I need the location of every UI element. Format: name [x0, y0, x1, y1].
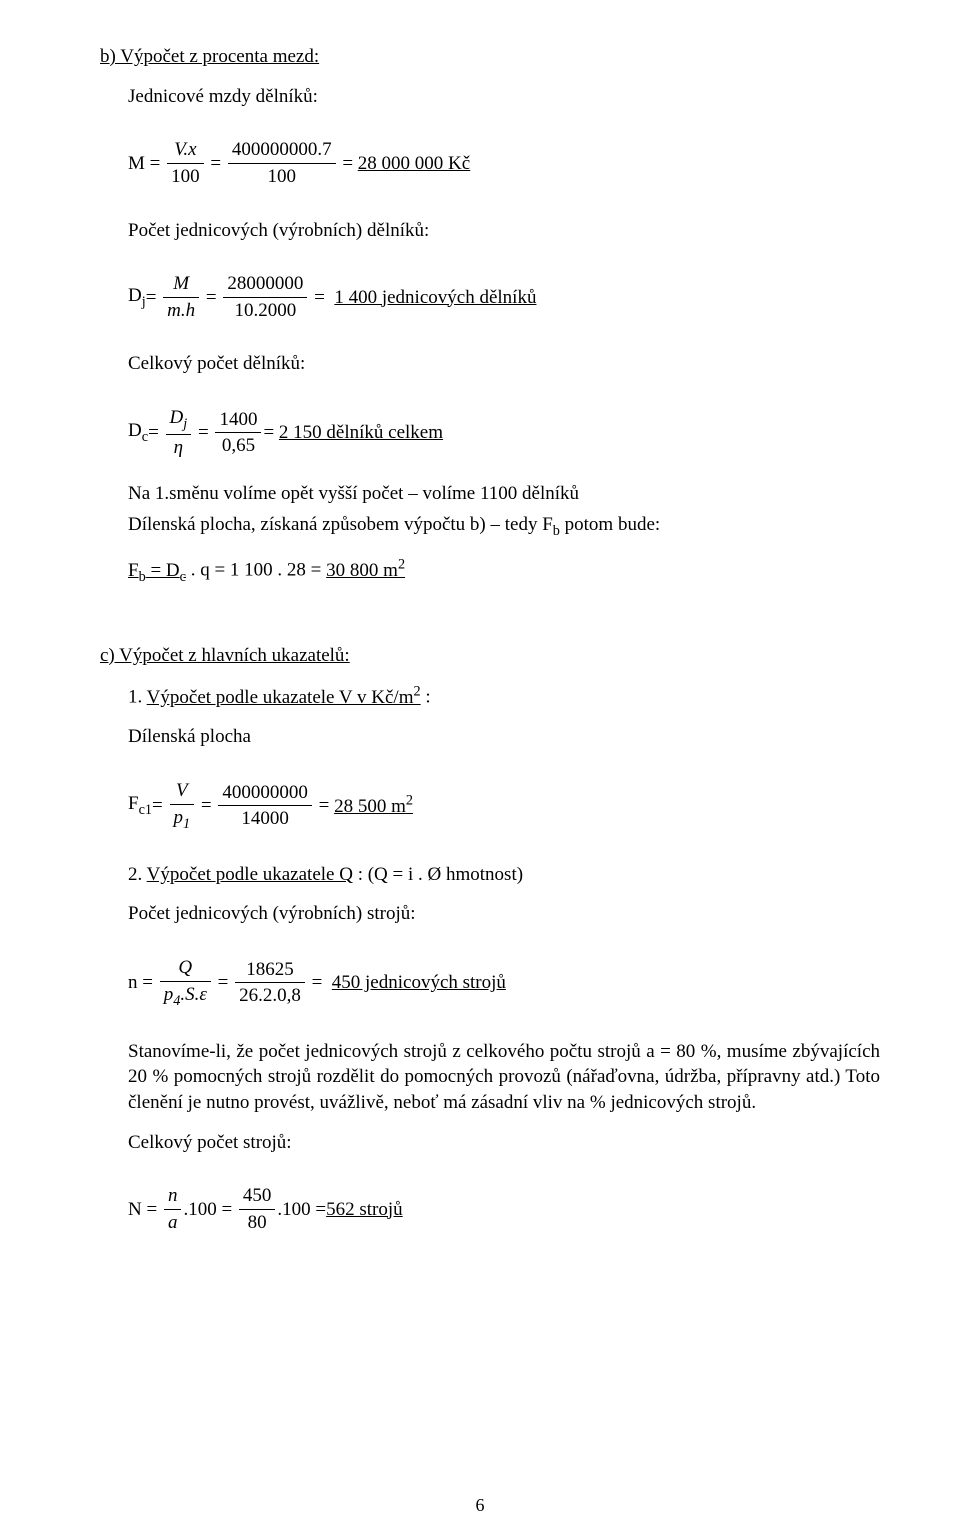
eq-Dj-result: 1 400 jednicových dělníků: [334, 285, 536, 311]
eq-n-label: n =: [128, 970, 153, 996]
eq-N-result: 562 strojů: [326, 1197, 403, 1223]
eq-Dc-label: Dc: [128, 418, 148, 447]
frac-num: n: [164, 1183, 182, 1209]
frac-num: Q: [160, 955, 211, 981]
eq-n-result: 450 jednicových strojů: [332, 970, 506, 996]
item-1: 1. Výpočet podle ukazatele V v Kč/m2 :: [100, 682, 880, 710]
eq-M: M = V.x 100 = 400000000.7 100 = 28 000 0…: [100, 137, 470, 189]
eq-M-lhs: M =: [128, 151, 160, 177]
frac-400000000_7-100: 400000000.7 100: [228, 137, 336, 189]
section-b-heading-text: b) Výpočet z procenta mezd:: [100, 46, 319, 67]
frac-450-80: 450 80: [239, 1183, 276, 1235]
frac-den: p1: [170, 804, 195, 834]
frac-1400-0_65: 1400 0,65: [215, 407, 261, 459]
line-pocet-jednicovych-stroju: Počet jednicových (výrobních) strojů:: [100, 901, 880, 927]
eq-N-label: N =: [128, 1197, 157, 1223]
page-number: 6: [476, 1493, 485, 1517]
eq-N: N = n a .100 = 450 80 .100 = 562 strojů: [100, 1183, 403, 1235]
line-dilenska-plocha: Dílenská plocha: [100, 724, 880, 750]
frac-num: 400000000: [218, 780, 312, 806]
frac-num: M: [163, 271, 199, 297]
frac-den: 14000: [218, 805, 312, 832]
eq-Fc1: Fc1 = V p1 = 400000000 14000 = 28 500 m2: [100, 778, 413, 834]
frac-num: 1400: [215, 407, 261, 433]
frac-den: 100: [167, 163, 204, 190]
frac-num: Dj: [166, 405, 192, 434]
eq-sign: =: [146, 285, 157, 311]
eq-Dc-result: 2 150 dělníků celkem: [279, 420, 443, 446]
frac-num: 28000000: [223, 271, 307, 297]
line-pocet-jednicovych-delniku: Počet jednicových (výrobních) dělníků:: [100, 218, 880, 244]
item-2: 2. Výpočet podle ukazatele Q : (Q = i . …: [100, 862, 880, 888]
line-jednicove-mzdy: Jednicové mzdy dělníků:: [100, 84, 880, 110]
para-stanovime-li: Stanovíme-li, že počet jednicových stroj…: [100, 1039, 880, 1116]
frac-Vx-100: V.x 100: [167, 137, 204, 189]
frac-den: 80: [239, 1209, 276, 1236]
frac-den: 26.2.0,8: [235, 982, 305, 1009]
frac-den: η: [166, 434, 192, 461]
note-dilenska-plocha: Dílenská plocha, získaná způsobem výpočt…: [100, 512, 880, 541]
dot100-2: .100 =: [277, 1197, 326, 1223]
eq-Dc: Dc = Dj η = 1400 0,65 = 2 150 dělníků ce…: [100, 405, 443, 461]
note-smena: Na 1.směnu volíme opět vyšší počet – vol…: [100, 481, 880, 507]
eq-sign: =: [152, 793, 163, 819]
frac-Dj-eta: Dj η: [166, 405, 192, 461]
eq-Dj-label: Dj: [128, 283, 146, 312]
frac-num: V.x: [167, 137, 204, 163]
eq-Fc1-label: Fc1: [128, 791, 152, 820]
frac-28000000-10_2000: 28000000 10.2000: [223, 271, 307, 323]
section-b-heading: b) Výpočet z procenta mezd:: [100, 44, 880, 70]
eq-Fc1-result: 28 500 m2: [334, 792, 413, 820]
eq-n: n = Q p4.S.ε = 18625 26.2.0,8 = 450 jedn…: [100, 955, 506, 1011]
frac-den: 100: [228, 163, 336, 190]
frac-den: m.h: [163, 297, 199, 324]
eq-M-result: 28 000 000 Kč: [358, 151, 470, 177]
frac-n-a: n a: [164, 1183, 182, 1235]
frac-M-mh: M m.h: [163, 271, 199, 323]
dot100-1: .100 =: [183, 1197, 232, 1223]
page: b) Výpočet z procenta mezd: Jednicové mz…: [0, 0, 960, 1537]
frac-num: 18625: [235, 957, 305, 983]
eq-Fb: Fb = Dc . q = 1 100 . 28 = 30 800 m2: [100, 555, 880, 586]
section-c-heading: c) Výpočet z hlavních ukazatelů:: [100, 643, 880, 669]
frac-Q-p4Se: Q p4.S.ε: [160, 955, 211, 1011]
eq-sign: =: [148, 420, 159, 446]
line-celkovy-pocet-stroju: Celkový počet strojů:: [100, 1130, 880, 1156]
frac-den: a: [164, 1209, 182, 1236]
frac-V-p1: V p1: [170, 778, 195, 834]
frac-400000000-14000: 400000000 14000: [218, 780, 312, 832]
frac-den: 0,65: [215, 432, 261, 459]
frac-num: 400000000.7: [228, 137, 336, 163]
frac-num: 450: [239, 1183, 276, 1209]
line-celkovy-pocet-delniku: Celkový počet dělníků:: [100, 351, 880, 377]
frac-den: p4.S.ε: [160, 981, 211, 1011]
frac-num: V: [170, 778, 195, 804]
frac-den: 10.2000: [223, 297, 307, 324]
section-c-heading-text: c) Výpočet z hlavních ukazatelů:: [100, 645, 350, 666]
frac-18625-26_2_0_8: 18625 26.2.0,8: [235, 957, 305, 1009]
eq-Dj: Dj = M m.h = 28000000 10.2000 = 1 400 je…: [100, 271, 536, 323]
